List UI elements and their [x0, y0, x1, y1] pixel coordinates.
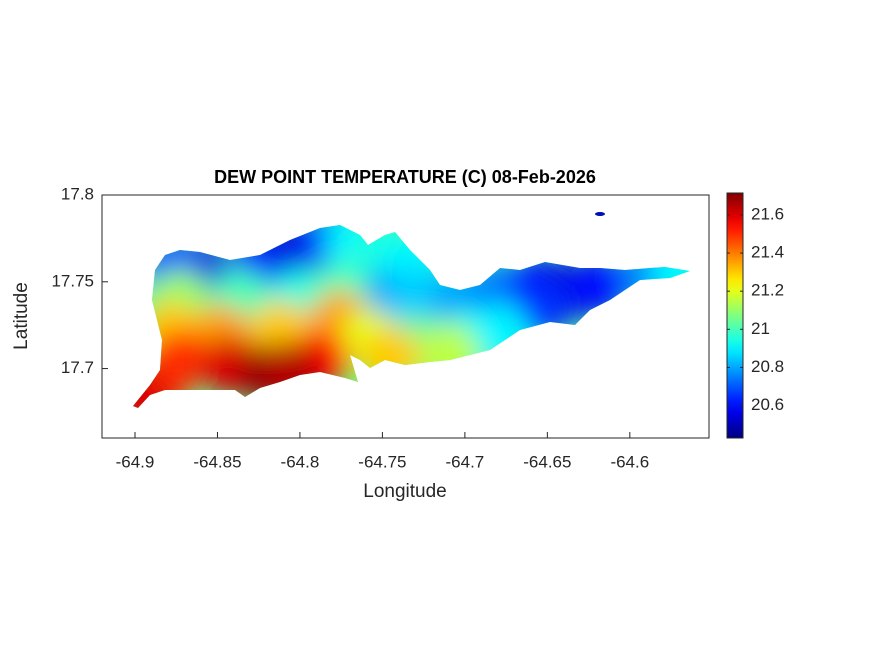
x-tick-label: -64.65	[523, 452, 571, 471]
y-axis-label: Latitude	[11, 282, 32, 350]
colorbar-tick-label: 20.8	[751, 357, 784, 376]
y-tick-label: 17.75	[51, 271, 94, 290]
x-tick-label: -64.9	[116, 452, 155, 471]
field-sample	[133, 369, 170, 408]
colorbar-tick-label: 21.2	[751, 281, 784, 300]
chart-title: DEW POINT TEMPERATURE (C) 08-Feb-2026	[214, 167, 596, 187]
x-axis-label: Longitude	[363, 481, 446, 502]
colorbar	[726, 192, 744, 439]
colorbar-tick-label: 21.6	[751, 204, 784, 223]
x-tick-label: -64.6	[610, 452, 649, 471]
x-tick-label: -64.75	[358, 452, 406, 471]
y-tick-label: 17.8	[61, 184, 94, 203]
x-tick-label: -64.8	[281, 452, 320, 471]
colorbar-tick-label: 20.6	[751, 395, 784, 414]
colorbar-tick-label: 21	[751, 319, 770, 338]
axes-box	[101, 194, 710, 439]
x-tick-label: -64.85	[193, 452, 241, 471]
y-tick-label: 17.7	[61, 358, 94, 377]
colorbar-tick-label: 21.4	[751, 243, 784, 262]
x-tick-label: -64.7	[446, 452, 485, 471]
